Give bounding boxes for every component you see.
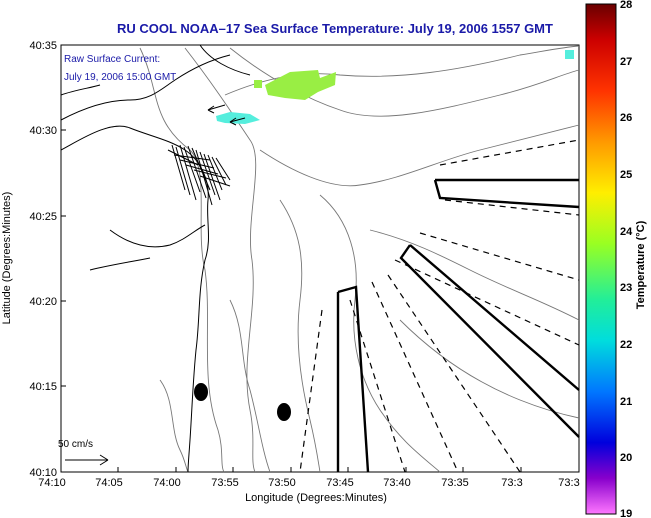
y-tick-label: 40:20 [29,296,57,308]
colorbar-tick: 25 [620,169,632,181]
coastline-map [60,44,251,473]
x-tick-label: 73:35 [441,477,469,489]
current-note-line1: Raw Surface Current: [64,54,160,65]
colorbar-tick: 27 [620,56,632,68]
x-tick-label: 73:40 [383,477,411,489]
x-tick-label: 74:10 [38,477,66,489]
map-title: RU COOL NOAA–17 Sea Surface Temperature:… [117,21,553,36]
y-axis-label: Latitude (Degrees:Minutes) [1,192,13,325]
y-tick-label: 40:35 [29,40,57,52]
transect-boxes [336,178,580,473]
y-tick-label: 40:25 [29,211,57,223]
sst-patch-cool-corner [565,50,574,59]
sst-patch-warm-small [254,80,262,88]
scale-arrow [65,454,109,466]
colorbar-label: Temperature (°C) [635,220,647,309]
colorbar-tick: 26 [620,112,632,124]
y-tick-label: 40:30 [29,125,57,137]
x-tick-label: 73:55 [211,477,239,489]
current-note-line2: July 19, 2006 15:00 GMT [64,72,176,83]
sst-patch-warm [265,70,336,100]
x-axis: 74:10 74:05 74:00 73:55 73:50 73:45 73:4… [38,467,580,504]
x-tick-label: 73:3 [558,477,579,489]
x-tick-label: 73:50 [268,477,296,489]
y-tick-label: 40:15 [29,381,57,393]
mooring-marker-2 [277,403,291,421]
x-tick-label: 74:05 [95,477,123,489]
colorbar-tick: 23 [620,282,632,294]
x-tick-label: 73:45 [326,477,354,489]
map-plot-area: Raw Surface Current: July 19, 2006 15:00… [58,44,580,473]
colorbar-tick: 22 [620,339,632,351]
sst-patch-cool [216,112,260,124]
transect-lines [299,139,580,473]
colorbar-tick: 20 [620,452,632,464]
scale-label: 50 cm/s [58,439,93,450]
mooring-marker-1 [194,383,208,401]
colorbar-tick: 19 [620,508,632,518]
sst-data-patches [216,50,574,124]
x-axis-label: Longitude (Degrees:Minutes) [245,492,387,504]
y-axis: 40:35 40:30 40:25 40:20 40:15 40:10 Lati… [1,40,66,479]
temperature-colorbar: 28 27 26 25 24 23 22 21 20 19 Temperatur… [585,0,647,518]
colorbar-tick: 28 [620,0,632,11]
x-tick-label: 74:00 [153,477,181,489]
colorbar-tick: 24 [620,226,633,238]
x-tick-label: 73:3 [501,477,522,489]
colorbar-tick: 21 [620,396,632,408]
y-tick-label: 40:10 [29,467,57,479]
current-vectors [167,104,246,206]
